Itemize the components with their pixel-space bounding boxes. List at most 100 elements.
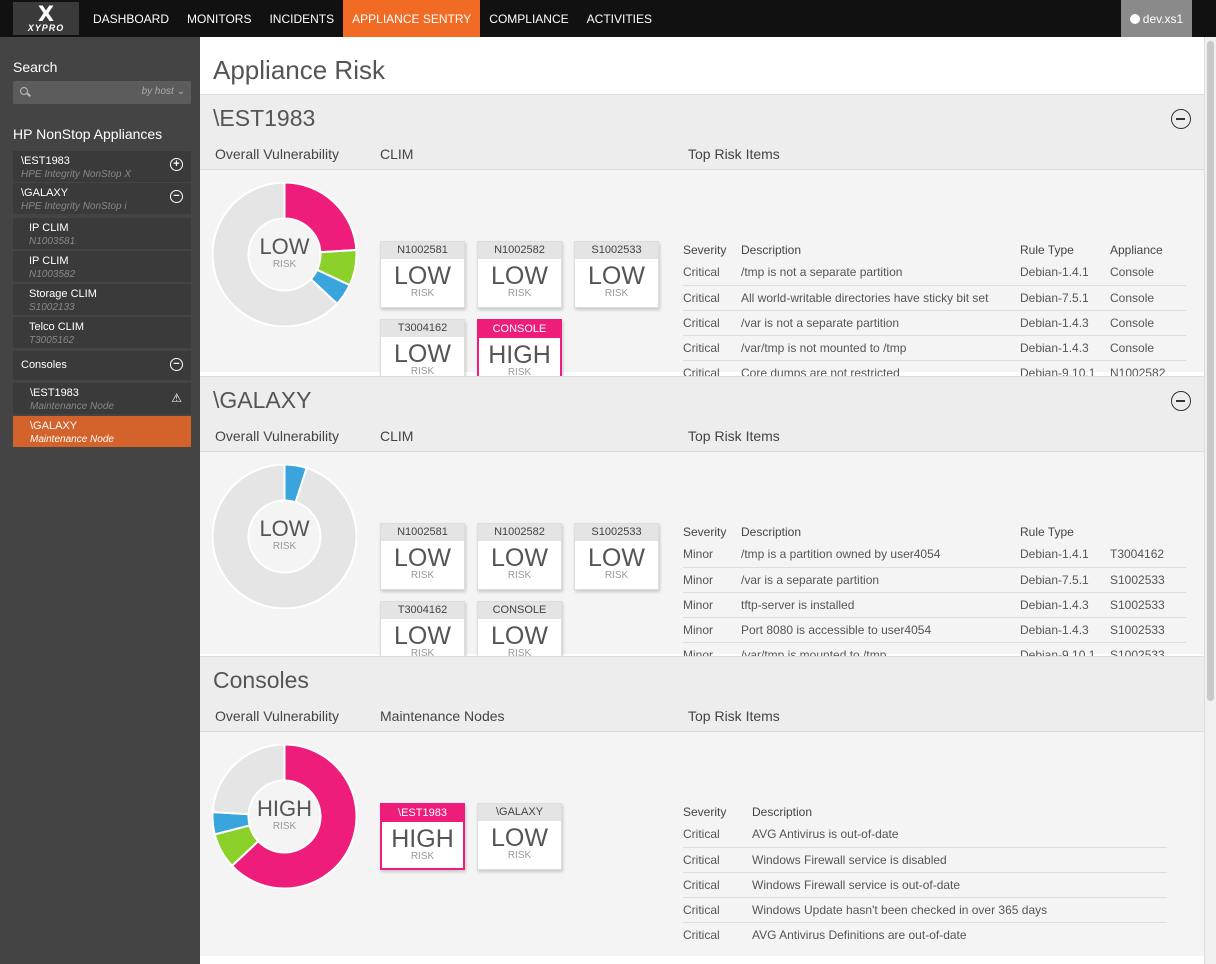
table-cell: Debian-1.4.3	[1020, 616, 1110, 642]
donut-center-label: HIGH RISK	[212, 744, 357, 889]
scrollbar[interactable]	[1204, 37, 1216, 964]
risk-card-caption: RISK	[410, 570, 435, 581]
main-content: Appliance Risk \EST1983 Overall Vulnerabi…	[200, 37, 1204, 964]
table-row[interactable]: Minor tftp-server is installed Debian-1.4.…	[683, 591, 1186, 617]
search-filter-dropdown[interactable]: by host ⌄	[141, 86, 185, 97]
column-heading: CLIM	[380, 146, 414, 162]
risk-card-level: LOW	[491, 824, 548, 852]
table-cell: Minor	[683, 547, 714, 562]
collapse-icon[interactable]: −	[170, 358, 183, 371]
risk-card[interactable]: \GALAXY LOW RISK	[477, 803, 562, 870]
sidebar-item-telco-clim[interactable]: Telco CLIM T3005162	[13, 317, 191, 348]
scrollbar-thumb[interactable]	[1207, 41, 1214, 701]
table-cell: Critical	[683, 896, 752, 922]
nav-activities[interactable]: ACTIVITIES	[586, 12, 652, 26]
table-row[interactable]: Critical Windows Firewall service is out-…	[683, 871, 1167, 897]
risk-card[interactable]: N1002581 LOW RISK	[380, 241, 465, 308]
sidebar-item-label: \EST1983	[30, 387, 79, 399]
risk-card[interactable]: \EST1983 HIGH RISK	[380, 803, 465, 870]
table-cell: Critical	[683, 265, 720, 280]
search-input[interactable]	[35, 83, 130, 102]
table-cell: Debian-1.4.1	[1020, 547, 1089, 562]
sidebar-item-label: Consoles	[21, 359, 67, 371]
table-header: Severity	[683, 805, 727, 819]
table-cell: tftp-server is installed	[741, 591, 1020, 617]
donut-slice-compliant	[212, 182, 339, 327]
table-row[interactable]: Critical All world-writable directories h…	[683, 284, 1186, 310]
column-heading: Overall Vulnerability	[215, 708, 339, 724]
table-row[interactable]: Critical AVG Antivirus is out-of-date	[683, 822, 1167, 847]
risk-card-name: N1002581	[381, 242, 464, 259]
table-row[interactable]: Minor/var is a separate partition Debian-…	[683, 566, 1186, 592]
risk-card-name: N1002582	[478, 524, 561, 541]
risk-card-level: HIGH	[488, 341, 551, 369]
nav-appliance-sentry[interactable]: APPLIANCE SENTRY	[343, 0, 481, 37]
sidebar-item-storage-clim[interactable]: Storage CLIM S1002133	[13, 284, 191, 315]
risk-card[interactable]: S1002533 LOW RISK	[574, 241, 659, 308]
nav-compliance[interactable]: COMPLIANCE	[489, 12, 569, 26]
page-title: Appliance Risk	[213, 55, 385, 85]
section-header: Consoles Overall Vulnerability Maintenance…	[200, 657, 1204, 732]
collapse-icon[interactable]	[1171, 109, 1191, 129]
risk-card-caption: RISK	[410, 366, 435, 377]
sidebar-item-console-est1983[interactable]: \EST1983 Maintenance Node ⚠	[13, 383, 191, 414]
table-row[interactable]: Critical/tmp is not a separate partition…	[683, 260, 1186, 285]
section-2: Consoles Overall Vulnerability Maintenance…	[200, 656, 1204, 956]
column-heading: Maintenance Nodes	[380, 708, 505, 724]
sidebar-item-label: \GALAXY	[21, 187, 69, 199]
section-0: \EST1983 Overall Vulnerability CLIM Top Ris…	[200, 94, 1204, 417]
table-cell: Minor	[683, 591, 741, 617]
table-row[interactable]: Critical Windows Update hasn't been check…	[683, 896, 1167, 922]
table-row[interactable]: Critical AVG Antivirus Definitions are ou…	[683, 921, 1167, 947]
table-cell: Critical	[683, 827, 720, 842]
risk-card[interactable]: N1002582 LOW RISK	[477, 523, 562, 590]
table-cell: Console	[1110, 309, 1186, 335]
column-heading: Overall Vulnerability	[215, 428, 339, 444]
risk-caption: RISK	[272, 821, 297, 832]
risk-card-caption: RISK	[507, 850, 532, 861]
top-risk-items-table: Severity Description Rule Type Minor/tmp is…	[683, 522, 1186, 667]
donut-center-label: LOW RISK	[212, 464, 357, 609]
collapse-icon[interactable]: −	[170, 190, 183, 203]
sidebar-item-ip-clim-1[interactable]: IP CLIM N1003581	[13, 218, 191, 249]
collapse-icon[interactable]	[1171, 391, 1191, 411]
nav-dashboard[interactable]: DASHBOARD	[93, 12, 170, 26]
donut-center	[249, 781, 320, 852]
table-header: Appliance	[1110, 243, 1163, 257]
user-menu[interactable]: dev.xs1	[1121, 0, 1192, 37]
risk-card[interactable]: N1002581 LOW RISK	[380, 523, 465, 590]
table-row[interactable]: Critical/var is not a separate partition…	[683, 309, 1186, 335]
table-cell: Minor	[683, 566, 741, 592]
sidebar-item-sublabel: HPE Integrity NonStop X	[21, 169, 132, 180]
search-icon	[20, 87, 28, 95]
sidebar-item-galaxy[interactable]: \GALAXY HPE Integrity NonStop i −	[13, 183, 191, 214]
table-header: Rule Type	[1020, 525, 1074, 539]
xypro-logo[interactable]: X XYPRO	[13, 2, 79, 35]
warning-icon: ⚠	[171, 391, 182, 405]
expand-icon[interactable]: +	[170, 158, 183, 171]
sidebar-item-console-galaxy[interactable]: \GALAXY Maintenance Node	[13, 416, 191, 447]
table-row[interactable]: Critical Windows Firewall service is disa…	[683, 846, 1167, 872]
search-title: Search	[13, 59, 58, 75]
table-cell: Console	[1110, 284, 1186, 310]
risk-caption: RISK	[272, 259, 297, 270]
sidebar-item-est1983[interactable]: \EST1983 HPE Integrity NonStop X +	[13, 151, 191, 182]
table-header: Severity	[683, 243, 727, 257]
table-cell: /var is a separate partition	[741, 566, 1020, 592]
nav-monitors[interactable]: MONITORS	[187, 12, 252, 26]
table-row[interactable]: Minor Port 8080 is accessible to user4054…	[683, 616, 1186, 642]
risk-card-level: LOW	[491, 544, 548, 572]
risk-card[interactable]: CONSOLE LOW RISK	[477, 601, 562, 668]
sidebar-item-label: \GALAXY	[30, 420, 78, 432]
sidebar-item-consoles[interactable]: Consoles −	[13, 351, 191, 380]
risk-card-name: N1002582	[478, 242, 561, 259]
risk-card[interactable]: CONSOLE HIGH RISK	[477, 319, 562, 386]
risk-card[interactable]: S1002533 LOW RISK	[574, 523, 659, 590]
table-row[interactable]: Critical/var/tmp is not mounted to /tmp D…	[683, 334, 1186, 360]
table-row[interactable]: Minor/tmp is a partition owned by user40…	[683, 542, 1186, 567]
risk-card[interactable]: T3004162 LOW RISK	[380, 601, 465, 668]
risk-card[interactable]: N1002582 LOW RISK	[477, 241, 562, 308]
nav-incidents[interactable]: INCIDENTS	[269, 12, 335, 26]
table-cell: AVG Antivirus is out-of-date	[752, 827, 899, 842]
sidebar-item-ip-clim-2[interactable]: IP CLIM N1003582	[13, 251, 191, 282]
